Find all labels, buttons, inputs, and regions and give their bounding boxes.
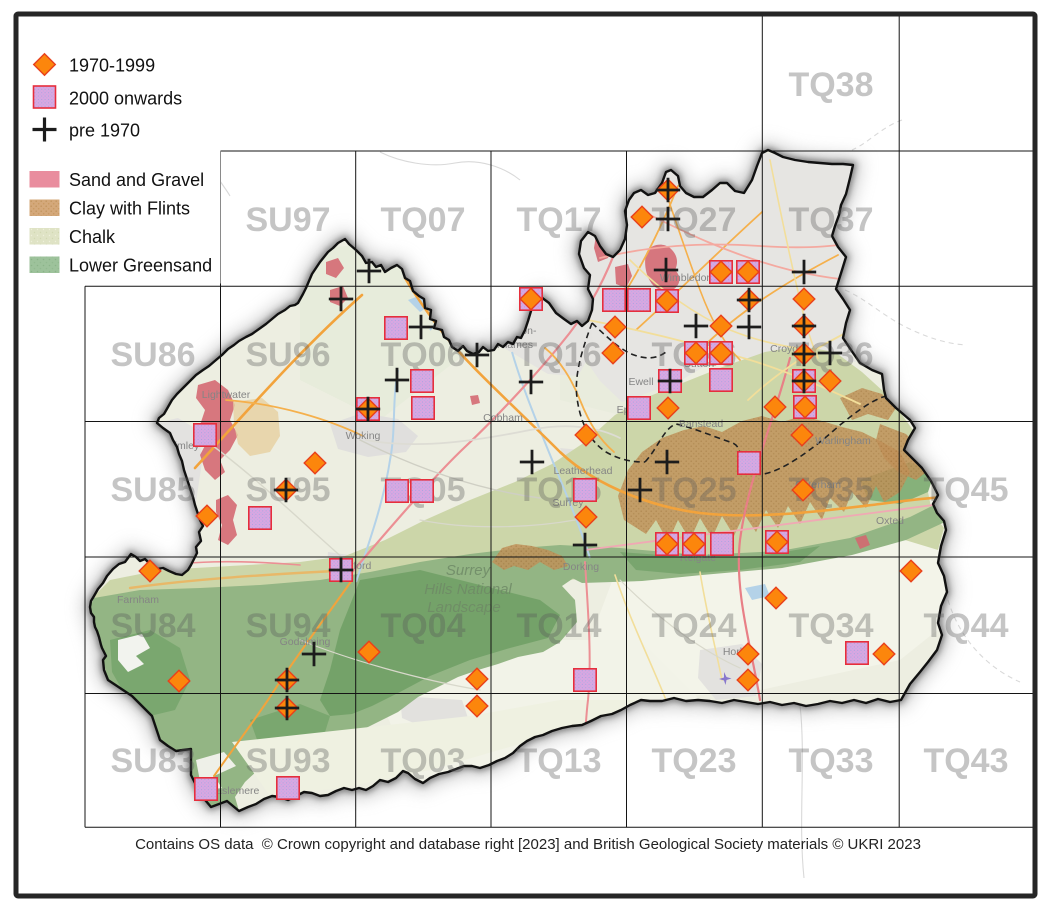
svg-text:pre 1970: pre 1970 [69, 121, 140, 141]
svg-text:TQ34: TQ34 [788, 607, 873, 645]
svg-text:Woking: Woking [346, 430, 381, 442]
svg-text:TQ45: TQ45 [923, 471, 1008, 509]
svg-text:Sand and Gravel: Sand and Gravel [69, 170, 204, 190]
svg-text:Lightwater: Lightwater [202, 389, 251, 401]
svg-text:Landscape: Landscape [427, 599, 500, 616]
svg-text:Contains OS data © Crown copy: Contains OS data © Crown copyright and d… [135, 836, 921, 853]
svg-text:SU83: SU83 [110, 742, 195, 780]
svg-text:SU84: SU84 [110, 607, 195, 645]
svg-text:TQ04: TQ04 [380, 607, 465, 645]
svg-text:TQ06: TQ06 [380, 336, 465, 374]
svg-text:SU86: SU86 [110, 336, 195, 374]
svg-text:Wimbledon: Wimbledon [660, 272, 713, 284]
svg-text:Banstead: Banstead [679, 418, 724, 430]
svg-text:TQ44: TQ44 [923, 607, 1008, 645]
svg-text:TQ43: TQ43 [923, 742, 1008, 780]
svg-text:Farnham: Farnham [117, 594, 159, 606]
svg-text:TQ23: TQ23 [651, 742, 736, 780]
svg-text:SU97: SU97 [245, 201, 330, 239]
svg-text:Surrey: Surrey [446, 562, 492, 579]
svg-text:1970-1999: 1970-1999 [69, 56, 155, 76]
svg-text:Haslemere: Haslemere [209, 785, 260, 797]
svg-text:Lower Greensand: Lower Greensand [69, 256, 212, 276]
svg-text:Hills National: Hills National [424, 581, 512, 598]
svg-text:SU96: SU96 [245, 336, 330, 374]
svg-text:Ewell: Ewell [628, 376, 653, 388]
svg-text:SU93: SU93 [245, 742, 330, 780]
svg-text:TQ16: TQ16 [516, 336, 601, 374]
svg-text:TQ17: TQ17 [516, 201, 601, 239]
svg-text:TQ33: TQ33 [788, 742, 873, 780]
svg-text:TQ14: TQ14 [516, 607, 601, 645]
svg-text:SU94: SU94 [245, 607, 330, 645]
svg-text:TQ24: TQ24 [651, 607, 736, 645]
svg-text:2000 onwards: 2000 onwards [69, 89, 182, 109]
svg-text:Cobham: Cobham [483, 412, 523, 424]
svg-text:Warlingham: Warlingham [815, 435, 871, 447]
svg-text:SU85: SU85 [110, 471, 195, 509]
svg-text:TQ25: TQ25 [651, 471, 736, 509]
svg-text:Clay with Flints: Clay with Flints [69, 199, 190, 219]
svg-text:Leatherhead: Leatherhead [554, 465, 613, 477]
svg-text:Oxted: Oxted [876, 515, 904, 527]
svg-text:TQ13: TQ13 [516, 742, 601, 780]
svg-text:Godalming: Godalming [280, 636, 331, 648]
svg-text:TQ07: TQ07 [380, 201, 465, 239]
svg-text:TQ38: TQ38 [788, 66, 873, 104]
svg-text:Dorking: Dorking [563, 561, 599, 573]
svg-text:Chalk: Chalk [69, 227, 116, 247]
svg-text:TQ37: TQ37 [788, 201, 873, 239]
svg-text:TQ03: TQ03 [380, 742, 465, 780]
